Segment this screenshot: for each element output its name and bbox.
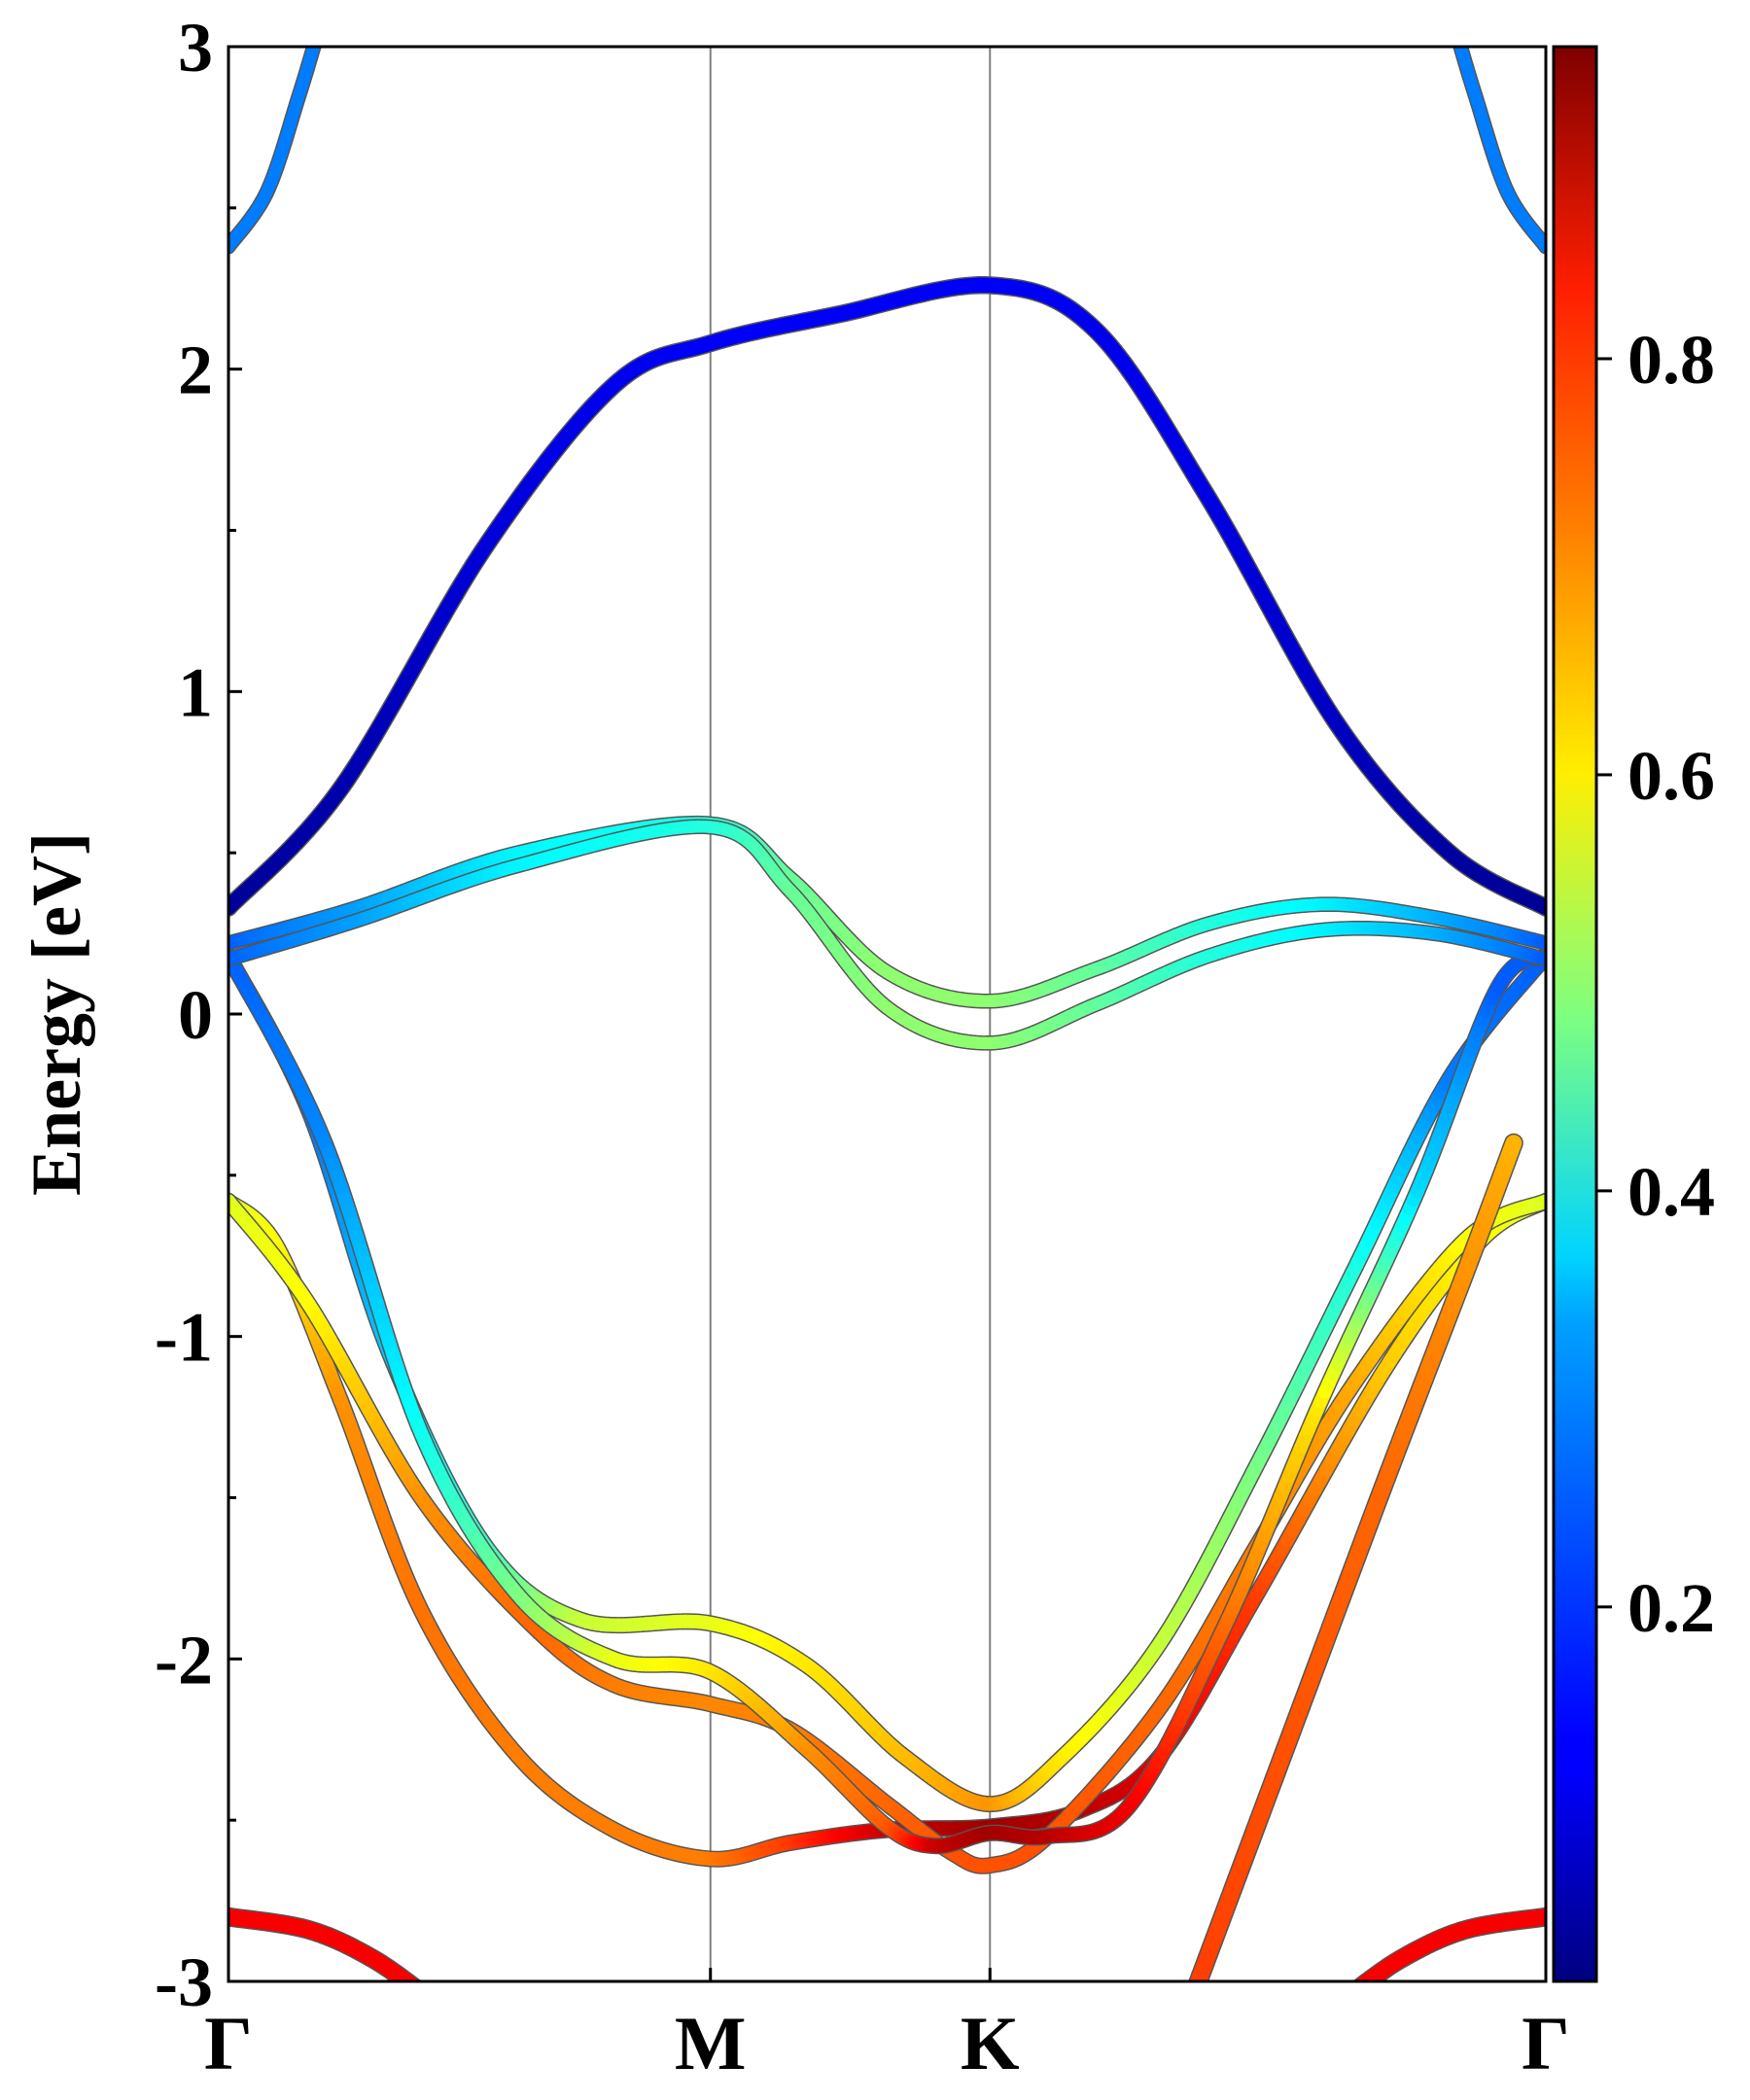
y-tick-label: -1	[155, 1299, 213, 1377]
band-segment	[1354, 1978, 1367, 1981]
band-segment	[1192, 1992, 1194, 1998]
y-tick-label: 3	[178, 9, 213, 87]
band-segment	[1349, 1994, 1351, 1995]
band-segment	[1354, 1990, 1356, 1992]
bands-layer	[228, 34, 1546, 1998]
colorbar-tick-label: 0.6	[1628, 737, 1715, 815]
band-11	[228, 34, 322, 255]
band-4	[228, 1192, 1546, 1874]
band-outline	[228, 1192, 1546, 1874]
band-segment	[422, 1993, 424, 1994]
band-segment	[312, 47, 319, 48]
band-segment	[317, 35, 318, 37]
band-segment	[1456, 34, 1457, 36]
band-12	[1452, 34, 1546, 255]
band-segment	[1347, 1997, 1348, 1998]
band-segment	[420, 1992, 422, 1993]
band-segment	[1350, 1993, 1352, 1994]
band-segment	[424, 1994, 426, 1995]
band-segment	[425, 1996, 426, 1997]
band-segment	[1457, 35, 1458, 37]
y-axis-label: Energy [eV]	[18, 832, 95, 1196]
band-segment	[1354, 1977, 1370, 1981]
band-segment	[401, 1975, 419, 1981]
k-point-label: M	[675, 2001, 747, 2085]
high-symmetry-lines	[709, 47, 992, 1981]
band-8	[228, 815, 1546, 1009]
band-segment	[1453, 47, 1465, 51]
band-segment	[412, 1980, 420, 1981]
colorbar	[1552, 45, 1598, 1983]
y-tick-label: -2	[155, 1621, 213, 1698]
y-tick-label: 0	[178, 976, 213, 1054]
y-axis: 3 2 1 0 -1 -2 -3	[155, 9, 242, 2021]
band-segment	[427, 1997, 428, 1998]
band-segment	[418, 1990, 420, 1992]
band-2	[1347, 1907, 1546, 1998]
k-point-label: K	[961, 2001, 1020, 2085]
band-segment	[1457, 37, 1458, 39]
band-segment	[404, 1977, 420, 1981]
band-segment	[1504, 1135, 1522, 1154]
y-tick-label: 2	[178, 332, 213, 409]
band-9	[228, 819, 1546, 1051]
band-10	[228, 276, 1546, 917]
band-segment	[1189, 1977, 1205, 1981]
colorbar-tick-label: 0.2	[1628, 1569, 1715, 1647]
band-segment	[317, 34, 318, 36]
colorbar-tick-label: 0.4	[1628, 1153, 1715, 1231]
k-point-label: Γ	[1522, 2001, 1570, 2085]
band-segment	[309, 47, 321, 51]
band-segment	[316, 37, 317, 39]
band-outline	[228, 276, 1546, 917]
colorbar-tick-label: 0.8	[1628, 321, 1715, 399]
band-segment	[407, 1978, 420, 1981]
y-tick-label: 1	[178, 653, 213, 731]
band-1	[228, 1907, 428, 1998]
band-segment	[1352, 1992, 1354, 1993]
band-segment	[1354, 1980, 1362, 1981]
band-segment	[1455, 47, 1462, 48]
k-point-label: Γ	[204, 2001, 253, 2085]
y-tick-label: -3	[155, 1943, 213, 2021]
colorbar-axis: 0.2 0.4 0.6 0.8	[1596, 321, 1715, 1647]
band-segment	[1355, 1975, 1374, 1981]
band-7	[1188, 1133, 1523, 1998]
